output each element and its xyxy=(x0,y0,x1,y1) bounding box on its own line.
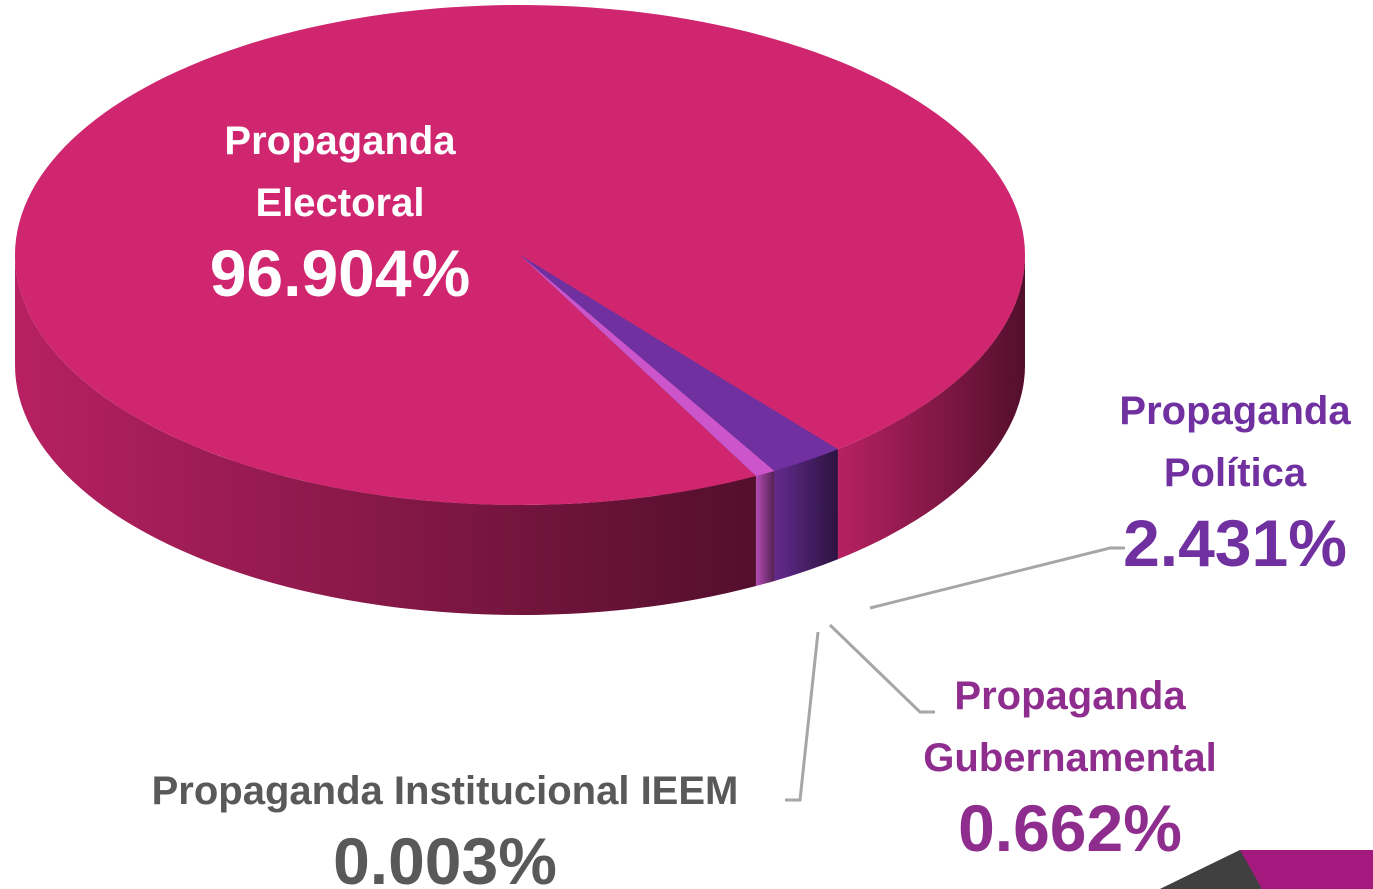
slice-wall-shade xyxy=(774,449,838,581)
slice-label: Propaganda Electoral 96.904% xyxy=(190,110,490,313)
slice-label: Propaganda Gubernamental 0.662% xyxy=(870,665,1270,868)
slice-wall-shade xyxy=(755,470,775,587)
leader-line xyxy=(828,623,935,714)
slice-label: Propaganda Institucional IEEM 0.003% xyxy=(80,760,810,889)
category-label: Propaganda Política xyxy=(1119,389,1351,495)
leader-lines xyxy=(785,546,1125,802)
slice xyxy=(520,255,756,477)
value-label: 96.904% xyxy=(209,236,471,310)
slice-label: Propaganda Política 2.431% xyxy=(1090,380,1373,583)
category-label: Propaganda Institucional IEEM xyxy=(151,769,739,813)
pie xyxy=(15,4,1026,615)
corner-decoration xyxy=(1160,850,1262,889)
slice-wall-shade xyxy=(837,255,1025,560)
slice-wall-shade xyxy=(15,255,756,615)
slice xyxy=(520,255,775,477)
value-label: 0.662% xyxy=(958,791,1182,865)
value-label: 0.003% xyxy=(333,824,557,889)
value-label: 2.431% xyxy=(1123,506,1347,580)
category-label: Propaganda Gubernamental xyxy=(923,674,1217,780)
category-label: Propaganda Electoral xyxy=(224,119,456,225)
leader-line xyxy=(785,631,820,802)
leader-line xyxy=(869,546,1125,610)
slice xyxy=(520,255,838,471)
slice xyxy=(15,4,1026,505)
